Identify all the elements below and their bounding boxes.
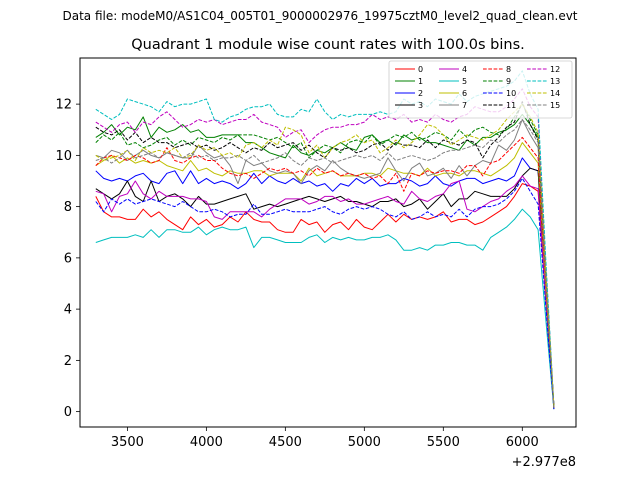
- x-tick-label: 5000: [348, 435, 381, 450]
- legend-label: 2: [418, 89, 423, 98]
- y-tick-label: 2: [64, 354, 72, 369]
- legend-label: 6: [462, 89, 467, 98]
- legend-label: 5: [462, 77, 467, 86]
- chart-title: Quadrant 1 module wise count rates with …: [131, 37, 525, 53]
- y-axis: 0 2 4 6 8 10 12: [55, 98, 80, 420]
- series-line-3: [95, 167, 555, 410]
- series-line-6: [95, 142, 555, 408]
- legend-label: 15: [550, 101, 560, 110]
- y-tick-label: 4: [64, 303, 72, 318]
- legend-label: 12: [550, 65, 560, 74]
- legend-label: 3: [418, 101, 423, 110]
- series-line-5: [95, 208, 555, 410]
- series-line-1: [95, 113, 555, 407]
- legend-label: 4: [462, 65, 467, 74]
- x-tick-label: 3500: [111, 435, 144, 450]
- x-tick-label: 4500: [269, 435, 302, 450]
- legend-label: 1: [418, 77, 423, 86]
- series-line-9: [95, 103, 555, 407]
- y-tick-label: 6: [64, 251, 72, 266]
- series-line-2: [95, 157, 555, 408]
- legend-box: [388, 60, 573, 119]
- x-tick-label: 4000: [190, 435, 223, 450]
- y-tick-label: 0: [64, 405, 72, 420]
- series-line-8: [95, 136, 555, 408]
- x-tick-label: 5500: [427, 435, 460, 450]
- figure-suptitle: Data file: modeM0/AS1C04_005T01_90000029…: [62, 9, 577, 23]
- legend-label: 13: [550, 77, 560, 86]
- series-line-10: [95, 177, 555, 410]
- y-tick-label: 8: [64, 200, 72, 215]
- x-axis-offset-label: +2.977e8: [512, 455, 576, 470]
- legend-label: 7: [462, 101, 467, 110]
- legend-label: 14: [550, 89, 560, 98]
- legend-label: 9: [506, 77, 511, 86]
- series-line-0: [95, 183, 555, 408]
- x-tick-label: 6000: [506, 435, 539, 450]
- x-axis: 3500 4000 4500 5000 5500 6000: [111, 427, 539, 450]
- y-tick-label: 10: [55, 149, 72, 164]
- legend-label: 0: [418, 65, 423, 74]
- series-line-15: [95, 119, 555, 408]
- y-tick-label: 12: [55, 98, 72, 113]
- series-line-4: [95, 175, 555, 408]
- legend-label: 11: [506, 101, 516, 110]
- legend-label: 10: [506, 89, 516, 98]
- legend-label: 8: [506, 65, 511, 74]
- axes-frame: [79, 57, 577, 428]
